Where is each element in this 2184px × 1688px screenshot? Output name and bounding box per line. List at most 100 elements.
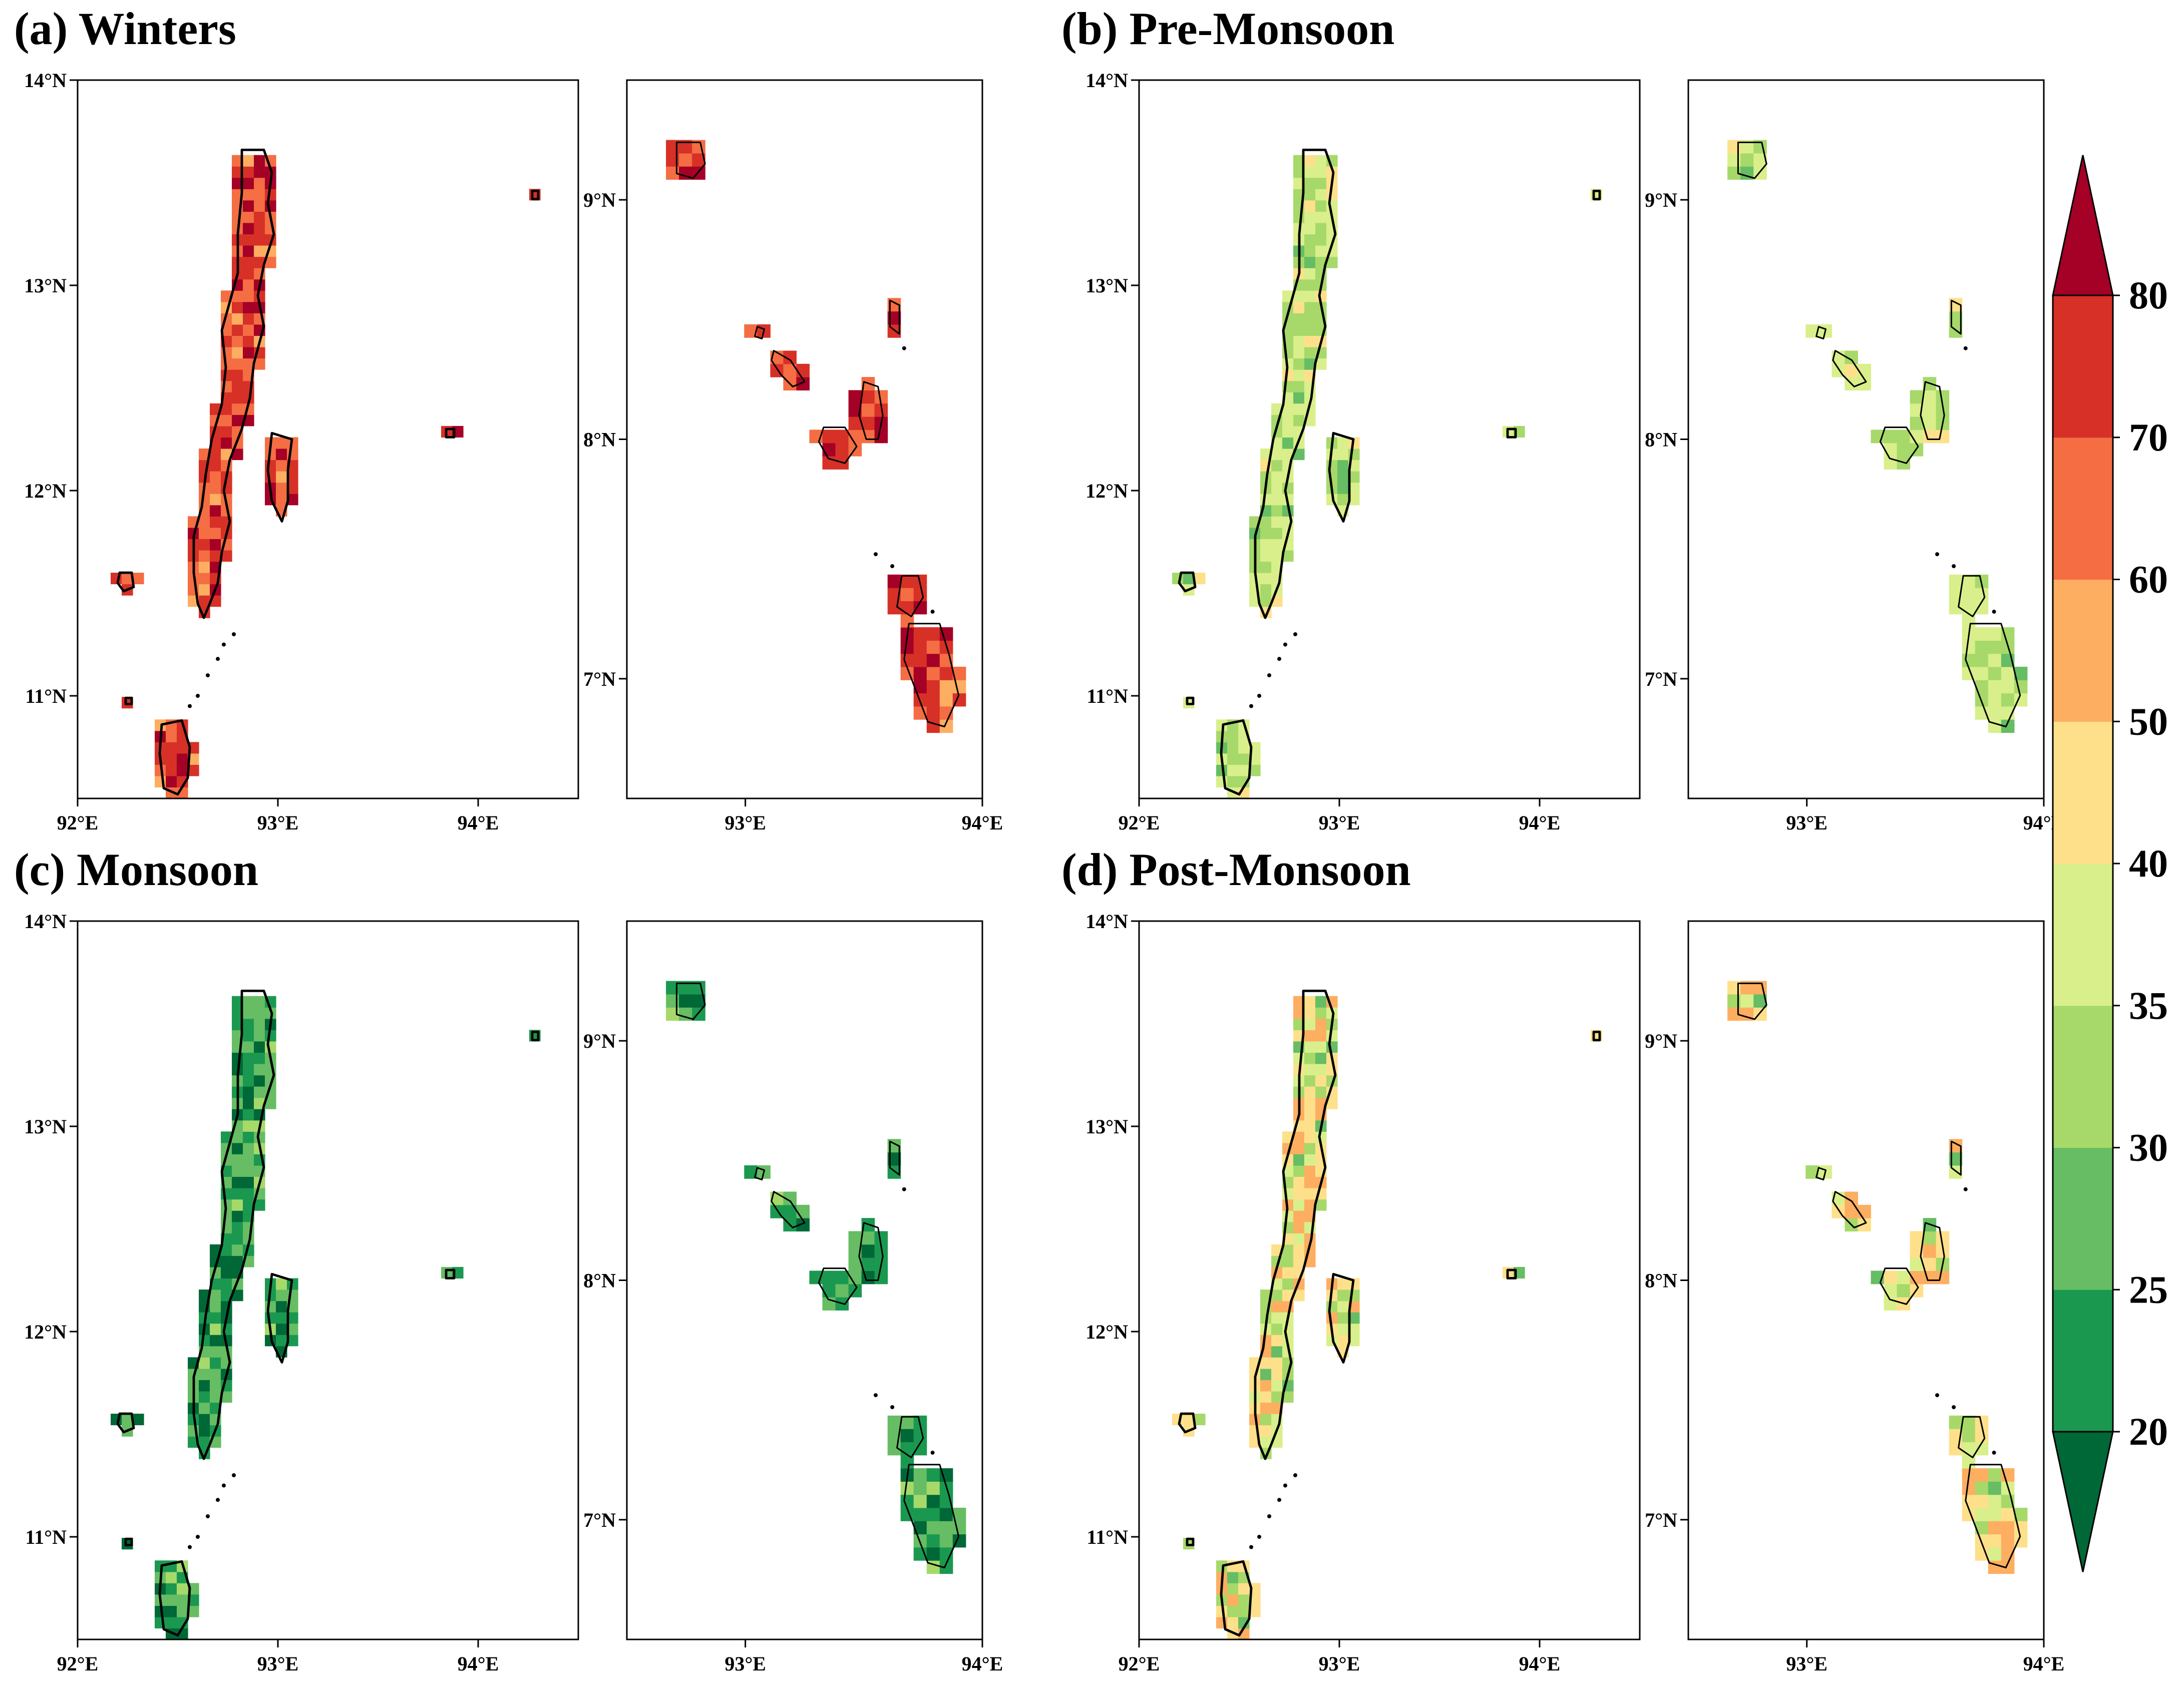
grid-cell	[232, 1142, 243, 1154]
island-outline	[771, 1191, 806, 1228]
grid-cell	[210, 1301, 221, 1313]
grid-cell	[1304, 1165, 1316, 1177]
grid-cell	[1304, 996, 1316, 1008]
grid-cell	[243, 1097, 254, 1109]
grid-cell	[1337, 471, 1349, 483]
island-outline	[1592, 1031, 1601, 1042]
grid-cell	[177, 1594, 188, 1606]
andaman-map: 92°E 93°E 94°E 11°N 12°N 13°N 14°N	[24, 69, 579, 834]
y-tick-label: 7°N	[583, 668, 616, 690]
grid-cell	[1260, 494, 1272, 506]
grid-cell	[861, 390, 875, 404]
island-outline	[445, 1269, 456, 1280]
islet-dot	[222, 642, 226, 647]
grid-cell	[243, 223, 254, 235]
grid-cell	[861, 1231, 875, 1245]
grid-cell	[254, 234, 265, 246]
grid-cell	[1304, 177, 1316, 189]
colorbar-label: 20	[2129, 1410, 2168, 1453]
grid-cell	[276, 1323, 287, 1335]
grid-cell	[1884, 443, 1898, 457]
colorbar-extend-min	[2052, 1431, 2114, 1572]
grid-cell	[287, 1335, 298, 1347]
grid-cell	[1936, 1271, 1950, 1285]
grid-cell	[1988, 653, 2002, 667]
grid-cell	[221, 1278, 232, 1290]
grid-cell	[221, 1244, 232, 1256]
grid-cell	[287, 1323, 298, 1335]
grid-cell	[1337, 482, 1349, 494]
grid-cell	[1304, 1097, 1316, 1109]
y-tick-label: 7°N	[1645, 1509, 1677, 1531]
grid-cell	[243, 155, 254, 167]
grid-cell	[1348, 1335, 1360, 1347]
grid-cell	[1271, 1323, 1283, 1335]
grid-cell	[1271, 1391, 1283, 1403]
grid-cell	[1337, 449, 1349, 461]
grid-cell	[122, 1414, 133, 1426]
grid-cell	[1315, 1064, 1327, 1076]
grid-cell	[155, 719, 166, 731]
islet-dot	[1267, 673, 1271, 677]
grid-cell	[1975, 1494, 1989, 1508]
grid-cell	[1304, 358, 1316, 370]
grid-cell	[1740, 153, 1754, 167]
grid-cell	[1293, 313, 1305, 325]
grid-cell	[276, 482, 287, 494]
grid-cell	[861, 1244, 875, 1258]
grid-cell	[243, 189, 254, 201]
grid-cell	[913, 640, 927, 654]
grid-cell	[1293, 369, 1305, 381]
grid-cell	[1923, 390, 1937, 404]
grid-cell	[1740, 994, 1754, 1008]
island-outline	[754, 1167, 765, 1181]
grid-cell	[199, 1436, 210, 1448]
grid-cell	[1304, 1120, 1316, 1132]
grid-cell	[1923, 416, 1937, 430]
grid-cell	[1304, 1075, 1316, 1087]
grid-cell	[166, 1616, 177, 1628]
grid-cell	[1315, 1199, 1327, 1211]
grid-cell	[221, 1188, 232, 1200]
grid-cell	[232, 1154, 243, 1166]
grid-cell	[1271, 1301, 1283, 1313]
grid-cell	[939, 666, 953, 680]
grid-cell	[1271, 1312, 1283, 1324]
island-outline	[1506, 428, 1517, 439]
grid-cell	[1315, 1097, 1327, 1109]
island-outline	[858, 1222, 884, 1281]
grid-cell	[232, 155, 243, 167]
grid-cell	[1897, 430, 1911, 444]
grid-cell	[232, 347, 243, 359]
grid-cell	[822, 1284, 836, 1298]
island-outline	[1220, 719, 1253, 796]
y-tick-label: 7°N	[1645, 668, 1677, 690]
x-tick-label: 93°E	[1319, 811, 1360, 834]
panel-d: (d) Post-Monsoon 92°E 93°E 94°E 11°N 12°N 13°N…	[1061, 844, 2064, 1675]
grid-cell	[1962, 1481, 1976, 1495]
x-tick-label: 93°E	[257, 811, 299, 834]
grid-cell	[254, 200, 265, 212]
grid-cell	[232, 1176, 243, 1188]
grid-cell	[199, 494, 210, 506]
grid-cell	[232, 380, 243, 392]
grid-cell	[1271, 550, 1283, 562]
andaman-coastline	[1178, 990, 1601, 1637]
grid-cell	[1293, 1199, 1305, 1211]
grid-cell	[276, 494, 287, 506]
grid-cell	[1988, 1468, 2002, 1482]
grid-cell	[1348, 494, 1360, 506]
grid-cell	[1988, 627, 2002, 641]
grid-cell	[861, 1257, 875, 1271]
panel-title: (b) Pre-Monsoon	[1061, 3, 1394, 54]
grid-cell	[1216, 1560, 1228, 1572]
grid-cell	[1271, 403, 1283, 415]
grid-cell	[210, 403, 221, 415]
island-outline	[1879, 1268, 1919, 1305]
grid-cell	[926, 627, 940, 641]
grid-cell	[1884, 1284, 1898, 1298]
grid-cell	[1304, 234, 1316, 246]
grid-cell	[861, 416, 875, 430]
island-outline	[1254, 990, 1337, 1460]
island-outline	[192, 149, 275, 619]
